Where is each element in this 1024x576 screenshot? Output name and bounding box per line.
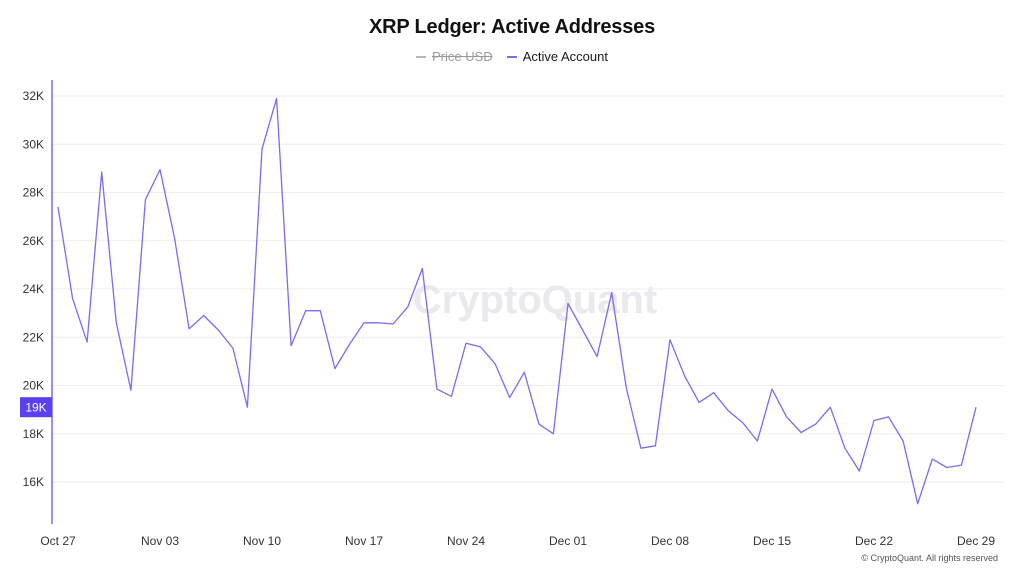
legend: Price USD Active Account (0, 49, 1024, 64)
legend-label-active-account: Active Account (522, 49, 608, 64)
x-tick-label: Nov 24 (447, 534, 485, 548)
y-tick-label: 16K (23, 475, 44, 489)
legend-label-price-usd: Price USD (432, 49, 493, 64)
y-tick-label: 32K (23, 89, 44, 103)
y-tick-label: 22K (23, 330, 44, 344)
current-value-badge-bg (20, 397, 52, 418)
grid-lines (52, 95, 1004, 483)
x-tick-label: Dec 29 (957, 534, 995, 548)
x-tick-label: Dec 01 (549, 534, 587, 548)
current-value-badge: 19K (20, 397, 52, 418)
x-tick-label: Dec 22 (855, 534, 893, 548)
y-tick-label: 18K (23, 427, 44, 441)
y-axis: 16K 18K 20K 22K 24K 26K 28K 30K 32K (23, 89, 44, 489)
x-tick-label: Oct 27 (40, 534, 76, 548)
watermark: CryptoQuant (413, 278, 657, 322)
series-line-active-account[interactable] (57, 97, 977, 505)
y-tick-label: 20K (23, 379, 44, 393)
y-tick-label: 24K (23, 282, 44, 296)
x-axis: Oct 27 Nov 03 Nov 10 Nov 17 Nov 24 Dec 01 Dec … (40, 534, 995, 548)
x-tick-label: Nov 10 (243, 534, 281, 548)
legend-swatch-price-usd (416, 55, 427, 58)
x-tick-label: Dec 08 (651, 534, 689, 548)
current-value-badge-label: 19K (25, 401, 46, 415)
copyright-footer: © CryptoQuant. All rights reserved (861, 553, 998, 563)
series-active-account[interactable] (57, 97, 977, 505)
x-tick-label: Nov 03 (141, 534, 179, 548)
x-tick-label: Dec 15 (753, 534, 791, 548)
y-tick-label: 30K (23, 137, 44, 151)
legend-item-active-account[interactable]: Active Account (506, 49, 608, 64)
x-tick-label: Nov 17 (345, 534, 383, 548)
legend-item-price-usd[interactable]: Price USD (416, 49, 493, 64)
legend-swatch-active-account (506, 55, 517, 58)
chart-title: XRP Ledger: Active Addresses (369, 16, 655, 38)
y-tick-label: 28K (23, 186, 44, 200)
y-tick-label: 26K (23, 234, 44, 248)
